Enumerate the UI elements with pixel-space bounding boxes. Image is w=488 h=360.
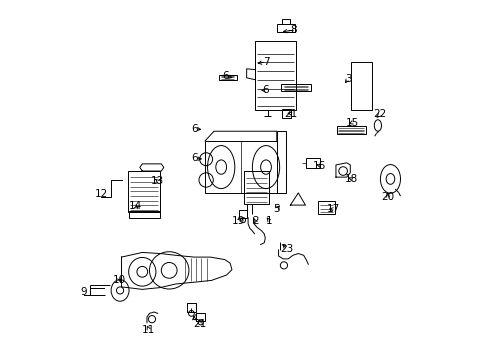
Bar [187,303,196,312]
Text: 18: 18 [344,174,357,184]
Bar [281,84,310,91]
Bar [128,171,160,212]
Text: 16: 16 [312,161,326,171]
Bar [129,211,159,218]
Text: 13: 13 [151,176,164,186]
Text: 17: 17 [326,204,339,215]
Text: 20: 20 [381,192,394,202]
Bar [282,19,289,24]
Text: 3: 3 [345,73,351,84]
Text: 23: 23 [280,244,293,254]
Bar [204,141,276,193]
Bar [281,109,290,118]
Text: 14: 14 [128,201,142,211]
Text: 9: 9 [81,287,87,297]
Text: 15: 15 [345,118,358,128]
Bar [196,314,204,321]
Text: 11: 11 [142,325,155,334]
Text: 6: 6 [262,85,269,95]
Text: 21: 21 [284,109,297,119]
Text: 6: 6 [191,153,198,163]
Text: 1: 1 [266,216,272,226]
Bar [336,126,366,134]
Text: 7: 7 [262,57,269,67]
Text: 12: 12 [94,189,107,199]
Bar [351,62,371,111]
Text: 19: 19 [231,216,244,226]
Text: 21: 21 [193,319,206,329]
Bar [276,24,295,32]
Text: 6: 6 [191,124,198,134]
Bar [239,211,246,219]
Text: 2: 2 [251,216,258,226]
Text: 5: 5 [272,204,279,215]
Bar [219,75,236,80]
Text: 4: 4 [191,314,197,324]
Text: 10: 10 [113,275,126,285]
Bar [317,201,335,215]
Text: 8: 8 [290,25,297,35]
Bar [305,158,319,168]
Text: 6: 6 [222,71,229,81]
Bar [254,41,296,111]
Bar [244,171,268,204]
Text: 22: 22 [373,109,386,120]
